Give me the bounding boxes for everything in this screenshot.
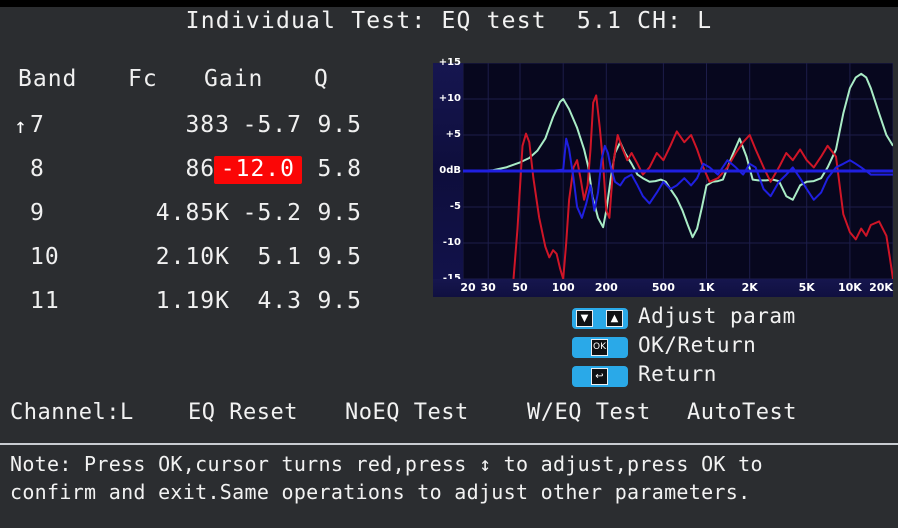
cell-fc[interactable]: 1.19K <box>155 288 230 314</box>
up-triangle-icon[interactable]: ▲ <box>606 310 623 327</box>
frequency-response-graph: +15 +10 +5 0dB -5 -10 -15 20 30 50 100 200 500 1K 2K 5… <box>433 58 893 297</box>
y-axis-tick: +10 <box>438 93 461 104</box>
page-title: Individual Test: EQ test 5.1 CH: L <box>185 8 713 34</box>
gain-value-selected[interactable]: -12.0 <box>213 156 302 184</box>
cell-band: 11 <box>30 288 60 314</box>
column-header-band: Band <box>18 66 78 92</box>
series-green-response <box>463 72 893 239</box>
x-axis-tick: 100 <box>551 281 575 294</box>
cell-gain[interactable]: -5.2 <box>242 200 302 226</box>
cell-q[interactable]: 9.5 <box>317 200 362 226</box>
menu-item-noeq-test[interactable]: NoEQ Test <box>345 400 469 425</box>
y-axis-tick: -15 <box>433 274 463 284</box>
graph-plot-area <box>463 63 893 279</box>
cell-q[interactable]: 5.8 <box>317 156 362 182</box>
note-line-2: confirm and exit.Same operations to adju… <box>10 480 751 504</box>
button-pill[interactable]: OK <box>572 337 628 358</box>
x-axis-tick: 200 <box>594 281 618 294</box>
menu-item-w-eq-test[interactable]: W/EQ Test <box>527 400 651 425</box>
cell-fc[interactable]: 2.10K <box>155 244 230 270</box>
button-pill[interactable]: ▼ ▲ <box>572 308 628 329</box>
button-legend: ▼ ▲ Adjust param OK OK/Return ↩ Return <box>572 304 898 393</box>
graph-svg <box>463 63 893 279</box>
note-text: Note: Press OK,cursor turns red,press ↕ … <box>10 450 890 506</box>
cell-q[interactable]: 9.5 <box>317 244 362 270</box>
table-row[interactable]: 9 4.85K -5.2 9.5 <box>0 200 420 244</box>
cell-gain[interactable]: 5.1 <box>257 244 302 270</box>
table-body: ↑ 7 383 -5.7 9.5 8 862 -12.0 5.8 9 4.85K -5.2 9.5 10 2… <box>0 112 420 332</box>
column-header-q: Q <box>314 66 329 92</box>
x-axis-tick: 1K <box>698 281 715 294</box>
legend-row: ↩ Return <box>572 362 898 391</box>
eq-parameter-table: Band Fc Gain Q ↑ 7 383 -5.7 9.5 8 862 -12.0 5.8 9… <box>0 66 420 332</box>
legend-label: Return <box>638 362 717 386</box>
x-axis-tick: 500 <box>651 281 675 294</box>
y-axis-tick: +5 <box>445 129 461 140</box>
y-axis-tick: 0dB <box>439 165 461 176</box>
note-line-1: Note: Press OK,cursor turns red,press ↕ … <box>10 452 763 476</box>
cell-band: 9 <box>30 200 45 226</box>
cell-gain[interactable]: 4.3 <box>257 288 302 314</box>
down-triangle-icon[interactable]: ▼ <box>576 310 593 327</box>
return-arrow-icon[interactable]: ↩ <box>591 368 608 385</box>
cell-band: 8 <box>30 156 45 182</box>
bottom-menu-bar: Channel:L EQ Reset NoEQ Test W/EQ Test AutoT… <box>0 400 898 438</box>
x-axis-tick: 10K <box>837 281 862 294</box>
menu-item-eq-reset[interactable]: EQ Reset <box>188 400 298 425</box>
cell-fc[interactable]: 383 <box>185 112 230 138</box>
cell-q[interactable]: 9.5 <box>317 112 362 138</box>
y-axis-tick: -5 <box>449 201 461 212</box>
x-axis-tick: 50 <box>512 281 528 294</box>
graph-x-axis: 20 30 50 100 200 500 1K 2K 5K 10K 20K <box>433 279 893 297</box>
legend-row: ▼ ▲ Adjust param <box>572 304 898 333</box>
table-header-row: Band Fc Gain Q <box>0 66 420 112</box>
y-axis-tick: +15 <box>438 57 461 68</box>
menu-item-channel-l[interactable]: Channel:L <box>10 400 134 425</box>
cell-band: 7 <box>30 112 45 138</box>
button-pill[interactable]: ↩ <box>572 366 628 387</box>
table-row[interactable]: 8 862 -12.0 5.8 <box>0 156 420 200</box>
legend-label: Adjust param <box>638 304 796 328</box>
cell-band: 10 <box>30 244 60 270</box>
column-header-fc: Fc <box>128 66 158 92</box>
table-row[interactable]: 10 2.10K 5.1 9.5 <box>0 244 420 288</box>
legend-label: OK/Return <box>638 333 757 357</box>
x-axis-tick: 5K <box>798 281 815 294</box>
x-axis-tick: 20K <box>869 281 893 294</box>
note-divider <box>0 443 898 445</box>
cell-gain[interactable]: -5.7 <box>242 112 302 138</box>
series-blue-response <box>479 137 893 219</box>
y-axis-tick: -10 <box>442 237 461 248</box>
table-row[interactable]: 11 1.19K 4.3 9.5 <box>0 288 420 332</box>
x-axis-tick: 30 <box>480 281 496 294</box>
row-cursor-icon: ↑ <box>14 114 28 138</box>
legend-row: OK OK/Return <box>572 333 898 362</box>
series-red-response <box>512 94 893 279</box>
ok-button-icon[interactable]: OK <box>591 339 608 356</box>
cell-q[interactable]: 9.5 <box>317 288 362 314</box>
top-black-bar <box>0 0 898 7</box>
x-axis-tick: 20 <box>460 281 476 294</box>
cell-fc[interactable]: 4.85K <box>155 200 230 226</box>
graph-y-axis: +15 +10 +5 0dB -5 -10 -15 <box>433 58 463 284</box>
menu-item-autotest[interactable]: AutoTest <box>687 400 797 425</box>
x-axis-tick: 2K <box>741 281 758 294</box>
cell-gain[interactable]: -12.0 <box>196 156 302 184</box>
column-header-gain: Gain <box>204 66 264 92</box>
table-row[interactable]: ↑ 7 383 -5.7 9.5 <box>0 112 420 156</box>
